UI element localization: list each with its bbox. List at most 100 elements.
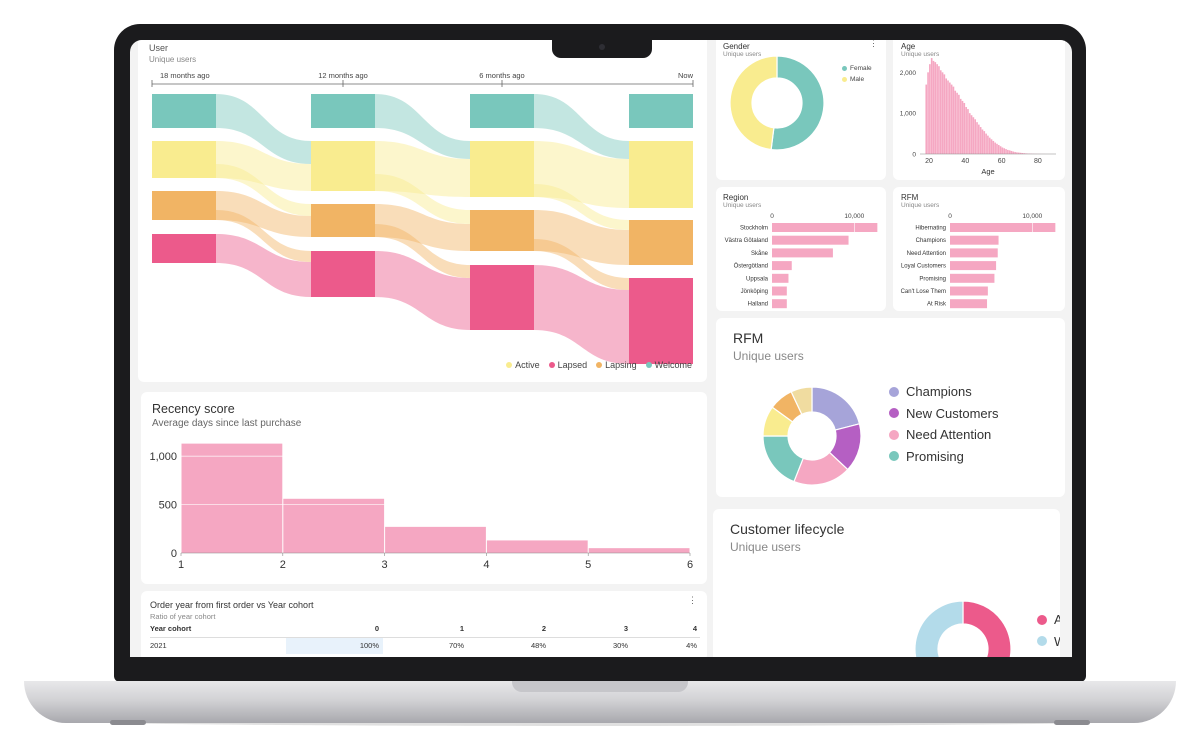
histogram-bar [970,115,973,154]
column-header[interactable]: 4 [692,624,697,633]
sankey-flow [375,204,470,251]
sankey-flow [216,94,311,164]
y-tick-label: 1,000 [149,451,177,463]
sankey-node [470,94,534,128]
time-label: 18 months ago [160,71,210,80]
histogram-bar [979,127,982,154]
histogram-bar [965,107,967,154]
user-sankey-card: User Unique users 18 months ago 12 months… [138,40,707,382]
legend-dot [596,362,603,368]
sankey-node [311,141,375,191]
x-tick-label: 5 [585,559,591,571]
histogram-bar [987,135,989,154]
x-tick-label: 40 [961,158,969,165]
histogram-bar [983,131,986,154]
category-label: Västra Götaland [725,238,768,244]
histogram-bar [936,64,938,154]
dashboard-screen: User Unique users 18 months ago 12 months… [130,40,1072,657]
category-label: Promising [919,276,946,282]
pie-slice-female [770,55,825,151]
bar [772,299,787,309]
column-header[interactable]: 3 [623,624,628,633]
sankey-flow [534,184,629,230]
histogram-bar [972,117,975,154]
legend-dot [645,362,652,368]
histogram-bar [990,139,993,154]
bar [950,273,995,283]
legend-label: Male [850,76,865,83]
x-tick-label: 10,000 [844,213,864,220]
sankey-node [629,94,693,128]
pie-slice-champions [811,386,861,431]
sankey-flow [216,234,311,297]
card-title: Gender [723,42,750,51]
age-card: Age Unique users 2,000 1,000 0 20 40 60 80 Age [893,40,1065,180]
kebab-icon[interactable]: ⋮ [688,595,697,605]
card-title: Age [901,42,916,51]
card-title: RFM [733,330,764,346]
legend-dot [1037,636,1047,646]
sankey-flow [534,141,629,208]
pie-slice-other [790,386,813,416]
x-tick-label: 1 [178,559,184,571]
legend-dot [889,429,899,440]
card-subtitle: Unique users [723,202,762,209]
time-label: 6 months ago [479,71,524,80]
lifecycle-card: Customer lifecycle Unique users Active We… [713,509,1060,657]
sankey-node [629,278,693,364]
column-header[interactable]: 2 [541,624,546,633]
histogram-bar [963,102,966,154]
card-title: Recency score [152,402,235,416]
category-label: Östergötland [734,263,768,270]
histogram-bar [1023,153,1025,154]
sankey-node [311,251,375,297]
histogram-bar [1017,152,1020,154]
histogram-bar [976,122,978,154]
sankey-flow [216,141,311,191]
legend-item-active: Active [1037,612,1060,627]
legend-label: Welcome [1054,634,1060,649]
legend-dot [548,362,555,368]
histogram-bar [939,70,942,154]
x-tick-label: 3 [382,559,388,571]
histogram-bar [934,62,937,154]
table-cell: 100% [359,641,379,650]
kebab-icon[interactable]: ⋮ [869,40,878,48]
histogram-bar [925,84,928,154]
column-header[interactable]: Year cohort [150,624,192,633]
y-tick-label: 0 [912,152,916,159]
sankey-node [152,94,216,128]
category-label: Uppsala [746,276,769,282]
column-header[interactable]: 0 [374,624,379,633]
age-histogram: 2,000 1,000 0 20 40 60 80 Age [900,58,1056,176]
legend-item-lapsing: Lapsing [596,360,637,370]
card-title: Order year from first order vs Year coho… [150,600,314,610]
legend-item-lapsed: Lapsed [548,360,587,370]
legend-label: Need Attention [906,427,992,442]
bar [950,235,999,245]
sankey-flow [216,210,311,262]
legend-dot [842,77,847,82]
histogram-bar [1021,152,1024,154]
sankey-node [470,141,534,197]
histogram-bar [486,540,588,553]
column-header[interactable]: 1 [459,624,464,633]
sankey-node [152,191,216,220]
gender-card: Gender Unique users ⋮ Female Male [716,40,886,180]
histogram-bar [950,84,953,154]
histogram-bar [943,74,946,154]
region-card: Region Unique users 0 10,000 Stockholm Väst… [716,187,886,311]
rfm-donut [762,386,862,486]
card-title: Customer lifecycle [730,521,845,537]
histogram-bar [996,143,998,154]
histogram-bar [978,124,980,154]
histogram-bar [1014,151,1016,154]
bar [772,286,787,296]
sankey-flow [375,94,470,159]
bar [772,223,878,232]
recency-card: Recency score Average days since last pu… [141,392,707,584]
sankey-node [629,220,693,265]
rfm-bar-chart: 0 10,000 Hibernating Champions Need Attentio… [901,213,1056,311]
table-row[interactable]: 2021 100% 70% 48% 30% 4% [141,638,707,654]
histogram-bar [954,90,957,154]
